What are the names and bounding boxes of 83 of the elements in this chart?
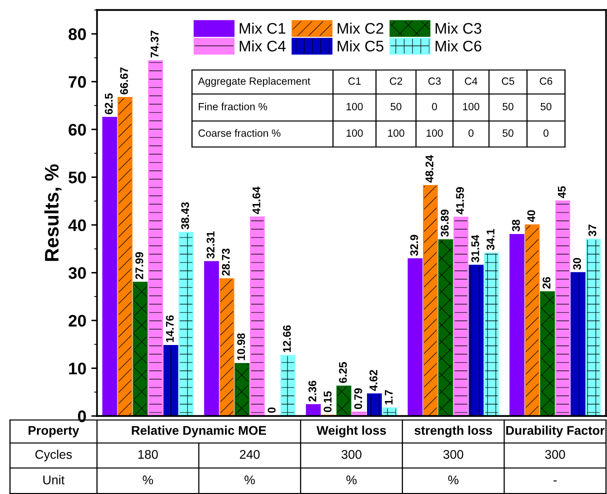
- annotation: Coarse fraction %: [198, 129, 280, 137]
- data-label: 10.98: [237, 333, 246, 360]
- annotation: 50: [502, 129, 514, 137]
- text: %: [244, 476, 255, 484]
- annotation: 50: [390, 102, 402, 110]
- y-axis-title: Results, %: [44, 164, 62, 261]
- data-label: 0.15: [324, 391, 332, 412]
- annotation: 100: [346, 129, 363, 137]
- data-label: 0.79: [354, 388, 362, 410]
- annotation: 100: [463, 102, 480, 110]
- text: Relative Dynamic MOE: [132, 426, 266, 438]
- data-label: 41.64: [252, 186, 260, 214]
- text: Unit: [43, 475, 65, 484]
- text: Property: [28, 426, 80, 438]
- data-label: 1.7: [384, 390, 393, 404]
- data-label: 32.31: [206, 231, 215, 259]
- data-label: 4.62: [370, 370, 378, 391]
- y-tick-label: 50: [68, 172, 86, 184]
- data-label: 74.37: [150, 30, 159, 58]
- annotation: 100: [346, 102, 363, 110]
- y-tick-label: 60: [68, 124, 86, 136]
- data-label: 66.67: [120, 67, 128, 94]
- text: 300: [443, 450, 464, 459]
- data-label: 0: [268, 408, 276, 413]
- annotation: 50: [502, 102, 514, 110]
- data-label: 32.9: [410, 234, 418, 256]
- text: Durability Factor: [506, 426, 605, 438]
- data-label: 2.36: [308, 380, 316, 402]
- data-label: 45: [558, 186, 566, 198]
- data-label: 26: [542, 277, 550, 289]
- data-label: 30: [573, 258, 582, 270]
- y-tick-label: 20: [68, 314, 86, 327]
- y-tick-label: 70: [68, 76, 86, 88]
- annotation: 0: [468, 129, 474, 137]
- data-label: 37: [588, 224, 596, 236]
- text: -: [554, 480, 557, 482]
- text: 300: [342, 450, 362, 459]
- data-label: 34.1: [486, 229, 494, 250]
- annotation: Aggregate Replacement: [198, 77, 310, 87]
- text: Weight loss: [316, 426, 386, 438]
- annotation: 0: [432, 102, 437, 110]
- legend-label: Mix C6: [436, 40, 482, 52]
- data-label: 62.5: [104, 93, 113, 114]
- data-label: 12.66: [282, 325, 291, 352]
- annotation: C5: [502, 77, 514, 85]
- text: 180: [138, 450, 158, 459]
- data-label: 27.99: [135, 252, 144, 280]
- annotation: C1: [348, 77, 361, 85]
- legend-label: Mix C2: [338, 22, 384, 34]
- legend-label: Mix C4: [240, 40, 286, 52]
- annotation: C3: [428, 77, 441, 85]
- data-label: 48.24: [426, 155, 434, 183]
- annotation: 100: [426, 129, 443, 137]
- data-label: 40: [527, 210, 536, 222]
- data-label: 38.43: [181, 202, 190, 230]
- annotation: 100: [388, 129, 404, 137]
- annotation: Fine fraction %: [198, 102, 268, 110]
- text: strength loss: [414, 426, 492, 438]
- text: %: [346, 476, 357, 484]
- legend-label: Mix C5: [338, 40, 384, 52]
- y-tick-label: 80: [68, 28, 86, 40]
- text: Cycles: [35, 450, 72, 462]
- data-label: 14.76: [166, 315, 174, 342]
- text: %: [448, 476, 458, 484]
- data-label: 38: [512, 220, 520, 232]
- data-label: 6.25: [338, 362, 347, 383]
- y-tick-label: 30: [68, 267, 86, 279]
- data-label: 36.89: [440, 210, 449, 237]
- annotation: 50: [540, 102, 552, 110]
- data-label: 28.73: [222, 248, 230, 276]
- legend-label: Mix C3: [436, 22, 482, 34]
- legend-label: Mix C1: [240, 22, 286, 34]
- data-label: 41.59: [456, 187, 464, 214]
- y-tick-label: 10: [69, 362, 86, 374]
- text: 300: [545, 450, 566, 459]
- annotation: 0: [544, 129, 548, 137]
- text: 240: [240, 450, 260, 459]
- data-label: 31.54: [471, 234, 480, 262]
- annotation: C4: [464, 77, 478, 85]
- annotation: C6: [540, 77, 552, 85]
- text: %: [142, 476, 154, 484]
- annotation: C2: [390, 77, 402, 85]
- y-tick-label: 40: [68, 219, 86, 232]
